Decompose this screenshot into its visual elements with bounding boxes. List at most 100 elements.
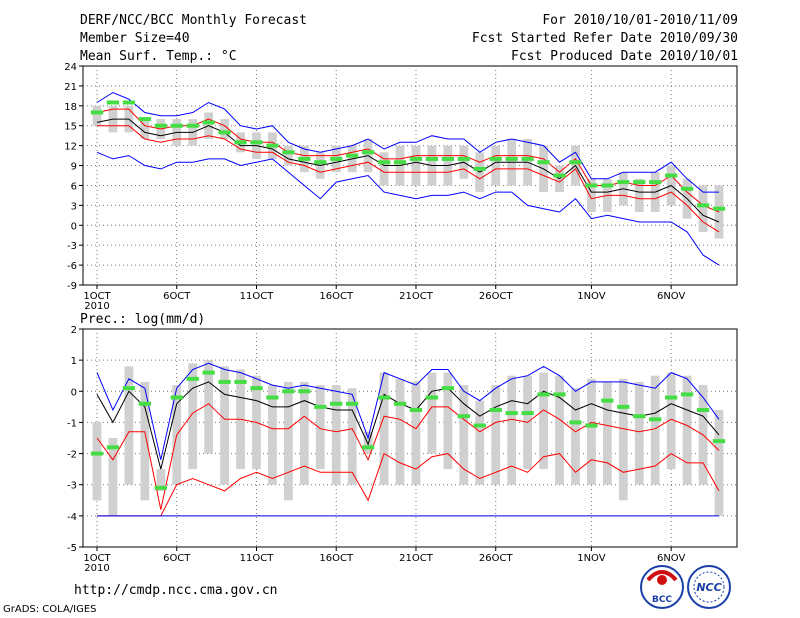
prec-spread-box xyxy=(379,372,389,485)
prec-ensemble-marker xyxy=(218,379,231,384)
temp-ytick-label: 9 xyxy=(71,162,77,173)
temp-spread-box xyxy=(92,105,102,126)
prec-ensemble-marker xyxy=(696,407,710,412)
temp-ensemble-marker xyxy=(601,183,614,188)
prec-spread-box xyxy=(427,372,437,454)
prec-ensemble-marker xyxy=(346,401,359,406)
temp-ytick-label: -6 xyxy=(67,261,77,272)
temp-ensemble-marker xyxy=(202,120,215,125)
forecast-period: For 2010/10/01-2010/11/09 xyxy=(542,13,738,28)
temp-ensemble-marker xyxy=(393,160,407,165)
source-url[interactable]: http://cmdp.ncc.cma.gov.cn xyxy=(74,583,278,598)
prec-spread-box xyxy=(650,375,660,485)
temp-ytick-label: 12 xyxy=(64,142,77,153)
temp-ensemble-marker xyxy=(473,166,486,171)
temp-ytick-label: 21 xyxy=(64,82,77,93)
prec-ensemble-marker xyxy=(457,414,470,419)
prec-ensemble-marker xyxy=(633,414,646,419)
temp-ensemble-marker xyxy=(266,143,279,148)
prec-spread-box xyxy=(156,469,166,491)
prec-ensemble-marker xyxy=(712,439,726,444)
temp-xtick-label: 6OCT xyxy=(163,291,191,302)
prec-spread-box xyxy=(188,363,198,470)
prec-spread-box xyxy=(459,385,469,485)
prec-ensemble-marker xyxy=(330,401,343,406)
prec-spread-box xyxy=(491,385,501,485)
prec-ensemble-marker xyxy=(601,398,614,403)
temp-ensemble-marker xyxy=(186,123,199,128)
prec-xtick-label: 1OCT xyxy=(83,553,111,564)
temp-ytick-label: -9 xyxy=(67,281,77,292)
prec-spread-box xyxy=(507,375,517,485)
temp-year-label: 2010 xyxy=(84,301,109,312)
prec-spread-box xyxy=(395,378,405,485)
prec-ensemble-marker xyxy=(489,407,502,412)
prec-spread-box xyxy=(666,372,676,470)
temp-ensemble-marker xyxy=(298,156,311,161)
temp-spread-box xyxy=(634,178,644,212)
prec-ensemble-marker xyxy=(553,392,566,397)
prec-ensemble-marker xyxy=(473,423,486,428)
prec-ensemble-marker xyxy=(122,386,136,391)
prec-xtick-label: 11OCT xyxy=(240,553,275,564)
temp-ytick-label: 15 xyxy=(64,122,77,133)
prec-spread-box xyxy=(315,385,325,470)
temp-series-lower xyxy=(97,125,720,233)
temp-ytick-label: 0 xyxy=(71,221,77,232)
member-size-label: Member Size=40 xyxy=(80,31,190,46)
prec-ensemble-marker xyxy=(138,401,151,406)
prec-ensemble-marker xyxy=(521,411,534,416)
prec-ensemble-marker xyxy=(377,395,391,400)
temp-spread-box xyxy=(220,119,229,139)
temp-ensemble-marker xyxy=(346,153,359,158)
temp-spread-box xyxy=(698,185,708,232)
temp-ensemble-marker xyxy=(282,150,295,155)
prec-spread-box xyxy=(204,360,214,454)
prec-xtick-label: 1NOV xyxy=(577,553,606,564)
prec-ensemble-marker xyxy=(649,417,662,422)
temp-ensemble-marker xyxy=(361,150,375,155)
prec-ensemble-marker xyxy=(266,395,279,400)
temp-ensemble-marker xyxy=(537,160,550,165)
prec-spread-box xyxy=(602,381,612,485)
temp-ensemble-marker xyxy=(441,156,455,161)
temp-xtick-label: 6NOV xyxy=(657,291,686,302)
prec-ensemble-marker xyxy=(106,445,120,450)
temp-spread-box xyxy=(379,152,389,186)
prec-ensemble-marker xyxy=(170,395,183,400)
prec-xtick-label: 26OCT xyxy=(479,553,514,564)
forecast-started-date: Fcst Started Refer Date 2010/09/30 xyxy=(471,31,738,46)
prec-ensemble-marker xyxy=(425,395,439,400)
temp-frame xyxy=(82,65,738,286)
prec-ensemble-marker xyxy=(202,370,215,375)
temp-ensemble-marker xyxy=(425,156,439,161)
prec-ytick-label: -4 xyxy=(67,512,77,523)
temp-spread-box xyxy=(140,119,150,139)
temp-ytick-label: 3 xyxy=(71,201,77,212)
prec-ensemble-marker xyxy=(537,392,550,397)
prec-ensemble-marker xyxy=(250,386,263,391)
grads-credit: GrADS: COLA/IGES xyxy=(3,604,97,615)
temp-xtick-label: 21OCT xyxy=(399,291,434,302)
temp-ensemble-marker xyxy=(218,130,231,135)
prec-spread-box xyxy=(587,378,596,485)
prec-ensemble-marker xyxy=(298,389,311,394)
temp-ensemble-marker xyxy=(505,156,518,161)
temp-ensemble-marker xyxy=(314,160,327,165)
temp-spread-box xyxy=(491,145,501,186)
temp-series-mean xyxy=(96,118,720,223)
prec-ensemble-marker xyxy=(393,401,407,406)
temp-ensemble-marker xyxy=(680,186,694,191)
prec-ytick-label: -2 xyxy=(67,450,77,461)
prec-spread-box xyxy=(140,381,150,501)
temp-ensemble-marker xyxy=(154,123,167,128)
prec-ensemble-marker xyxy=(90,451,104,456)
temp-series-min xyxy=(96,151,720,266)
prec-spread-box xyxy=(108,438,118,516)
prec-spread-box xyxy=(347,388,357,485)
prec-ytick-label: -3 xyxy=(67,481,77,492)
precip-subtitle: Prec.: log(mm/d) xyxy=(80,312,206,327)
prec-ensemble-marker xyxy=(361,445,375,450)
prec-ytick-label: -5 xyxy=(67,543,77,554)
temp-xtick-label: 11OCT xyxy=(240,291,275,302)
